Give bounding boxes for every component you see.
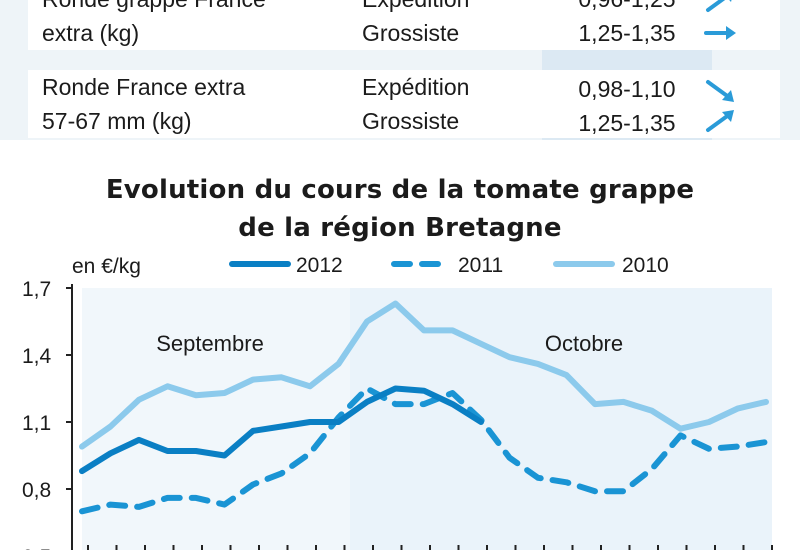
product-name-line2: 57-67 mm (kg) (42, 108, 192, 134)
trend-up-icon (706, 110, 734, 132)
market-type-line2: Grossiste (362, 20, 460, 46)
product-name-line2: extra (kg) (42, 20, 140, 46)
y-tick-label: 1,4 (22, 345, 52, 368)
legend-label-2012: 2012 (296, 254, 343, 277)
trend-down-icon (706, 80, 734, 102)
product-name-line1: Ronde grappe France (42, 0, 266, 16)
series-line-2011 (79, 385, 769, 515)
price-value: 0,96-1,25 (542, 0, 712, 16)
y-tick-label: 0,8 (22, 479, 51, 502)
market-type-line2: Grossiste (362, 108, 460, 134)
chart-subtitle: de la région Bretagne (238, 213, 562, 243)
series-line-2012 (79, 385, 484, 475)
market-type-line1: Expédition (362, 74, 470, 100)
y-tick-label: 1,1 (22, 412, 51, 435)
product-name-line1: Ronde France extra (42, 74, 246, 100)
period-label-september: Septembre (156, 331, 264, 356)
y-axis-label: en €/kg (72, 255, 141, 278)
period-label-october: Octobre (545, 331, 623, 356)
y-tick-label: 0,5 (22, 546, 51, 550)
chart-title: Evolution du cours de la tomate grappe (105, 175, 695, 205)
table-row: Ronde grappe France extra (kg) Expéditio… (28, 0, 780, 50)
table-row: Ronde France extra 57-67 mm (kg) Expédit… (28, 70, 780, 138)
y-tick-label: 1,7 (22, 278, 51, 301)
legend-label-2010: 2010 (622, 254, 669, 277)
price-value: 0,98-1,10 (578, 76, 676, 102)
price-value: 1,25-1,35 (578, 20, 676, 46)
trend-flat-icon (704, 26, 736, 40)
legend-label-2011: 2011 (458, 254, 503, 277)
plot-band-october (350, 288, 772, 550)
market-type-line1: Expédition (362, 0, 469, 16)
trend-up-icon (706, 0, 732, 12)
series-line-2010 (79, 300, 769, 450)
price-value: 1,25-1,35 (578, 110, 676, 136)
